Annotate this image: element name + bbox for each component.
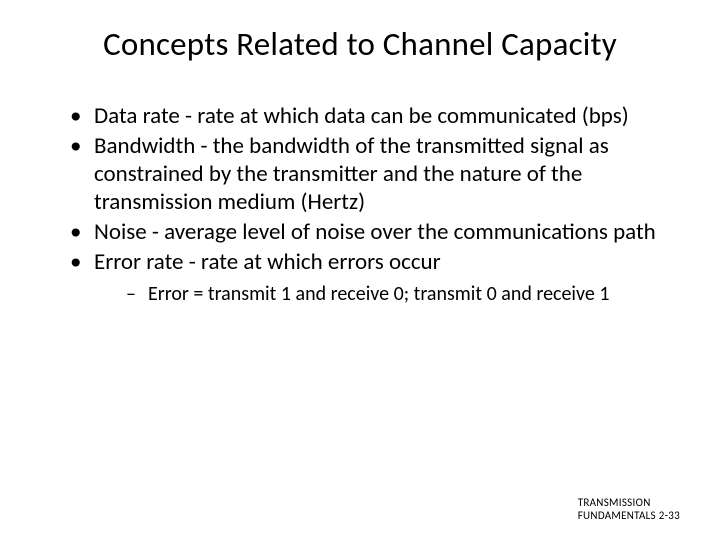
footer-line-1: TRANSMISSION [578,496,680,509]
sub-bullet-item: Error = transmit 1 and receive 0; transm… [126,282,680,307]
bullet-text: Noise - average level of noise over the … [94,218,656,246]
footer-line-2: FUNDAMENTALS 2-33 [578,509,680,522]
bullet-text: Bandwidth - the bandwidth of the transmi… [94,132,609,216]
sub-bullet-list: Error = transmit 1 and receive 0; transm… [94,282,680,307]
bullet-list: Data rate - rate at which data can be co… [40,102,680,307]
bullet-item: Noise - average level of noise over the … [70,218,680,246]
bullet-text: Data rate - rate at which data can be co… [94,102,629,130]
bullet-item: Bandwidth - the bandwidth of the transmi… [70,132,680,216]
slide: Concepts Related to Channel Capacity Dat… [0,0,720,540]
bullet-item: Error rate - rate at which errors occur … [70,248,680,307]
slide-footer: TRANSMISSION FUNDAMENTALS 2-33 [578,496,680,522]
slide-title: Concepts Related to Channel Capacity [40,24,680,64]
sub-bullet-text: Error = transmit 1 and receive 0; transm… [148,282,609,306]
bullet-item: Data rate - rate at which data can be co… [70,102,680,130]
bullet-text: Error rate - rate at which errors occur [94,248,441,276]
